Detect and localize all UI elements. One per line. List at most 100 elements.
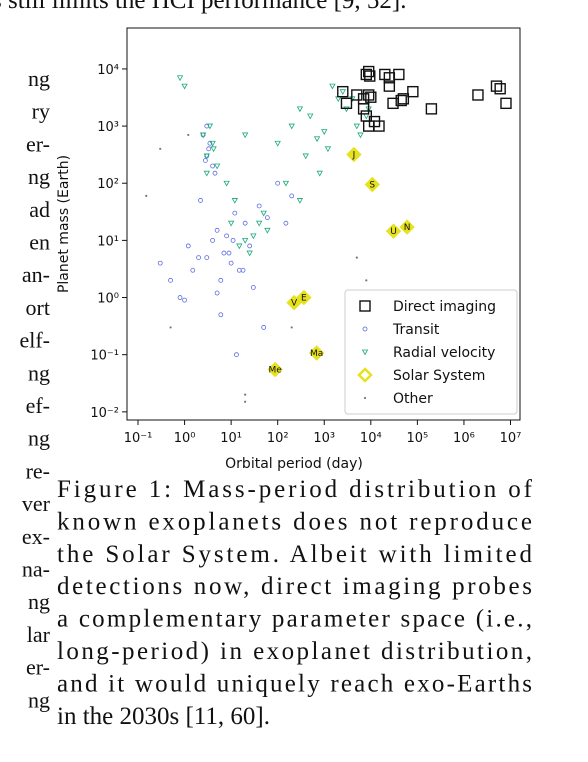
rv-point [302,153,309,160]
transit-point [240,267,246,273]
solar-system-label: Ma [310,349,323,359]
transit-point [226,250,232,256]
rv-point [255,220,263,227]
rv-point [361,349,369,356]
x-tick-label: 10⁶ [453,431,475,446]
x-axis-label: Orbital period (day) [225,456,363,472]
transit-point [214,290,220,296]
direct-imaging-point [500,97,512,110]
caption-line: in the 2030s [11, 60]. [57,703,270,730]
y-axis-label: Planet mass (Earth) [56,155,72,293]
body-text-fragment: ng [28,426,50,451]
rv-point [264,227,271,234]
other-point [363,396,367,400]
solar-system-point [346,146,362,163]
rv-point [246,250,253,257]
transit-point [234,352,239,358]
x-tick-label: 10⁴ [360,431,382,446]
rv-point [307,113,314,120]
y-tick-label: 10² [97,177,119,192]
direct-imaging-point [362,89,375,101]
transit-point [247,243,253,249]
rv-point [231,198,239,204]
solar-system-point [399,219,415,235]
transit-point [228,260,234,266]
transit-point [168,277,173,283]
rv-point [203,170,210,177]
rv-point [274,140,281,147]
rv-point [206,123,214,130]
solar-system-label: J [352,151,356,161]
solar-system-label: Me [268,366,282,376]
rv-point [353,123,360,130]
solar-system-label: N [404,223,411,233]
transit-point [196,255,201,260]
direct-imaging-point [472,89,484,101]
transit-point [264,215,270,221]
body-text-fragment: lar [27,622,51,647]
body-text-fragment: ver [22,491,51,516]
transit-point [202,158,208,163]
transit-point [206,146,212,152]
transit-point [214,227,220,233]
direct-imaging-point [340,97,353,110]
rv-point [357,132,364,139]
other-point [365,279,368,282]
y-tick-label: 10⁴ [97,63,119,78]
legend-label: Direct imaging [393,299,496,315]
transit-point [210,163,216,169]
solar-system-point [357,367,373,383]
transit-point [218,312,224,318]
caption-line: Figure 1: Mass-period distribution of [57,476,533,503]
body-text-fragment: ad [29,197,50,222]
body-text-fragment: ef- [26,393,50,418]
solar-system-label: E [301,294,307,304]
rv-point [288,123,295,130]
direct-imaging-point [364,70,376,82]
rv-point [236,243,243,250]
transit-point [212,170,218,176]
direct-imaging-point [351,89,363,101]
rv-point [213,163,221,170]
transit-point [185,243,191,249]
transit-point [190,267,196,273]
legend-label: Radial velocity [393,345,495,361]
other-point [187,133,190,137]
direct-imaging-point [383,80,396,92]
transit-point [250,285,256,290]
other-point [244,393,247,396]
caption-line: known exoplanets does not reproduce [57,508,532,535]
plot-frame [126,27,521,421]
solar-system-point [286,294,302,311]
rv-point [223,180,230,187]
direct-imaging-point [494,83,506,95]
legend-label: Other [393,391,433,407]
body-text-fragment: ng [28,589,50,614]
body-text-fragment: ex- [22,524,50,549]
body-text-fragment: ry [32,99,50,124]
solar-system-point [296,289,312,306]
body-text-fragment: ng [28,66,50,91]
direct-imaging-point [357,103,370,115]
caption-line: a complementary parameter space (i.e., [57,606,532,633]
rv-point [210,146,217,153]
caption-line: detections now, direct imaging probes [57,573,532,600]
transit-point [224,233,230,239]
x-tick-label: 10⁷ [500,431,522,446]
direct-imaging-point [337,85,349,98]
direct-imaging-point [373,120,385,132]
direct-imaging-point [395,94,407,107]
body-text-fragment: er- [26,655,50,680]
body-text-fragment: en [29,230,50,255]
transit-point [275,180,281,186]
direct-imaging-point [365,91,377,103]
x-tick-label: 10⁰ [174,431,196,446]
transit-point [182,297,187,303]
body-text-fragment: ng [28,687,50,712]
y-tick-label: 10⁰ [97,292,119,307]
rv-point [260,210,267,217]
direct-imaging-point [425,103,438,115]
transit-point [362,326,368,332]
x-tick-label: 10⁵ [406,431,428,446]
direct-imaging-point [359,300,371,312]
